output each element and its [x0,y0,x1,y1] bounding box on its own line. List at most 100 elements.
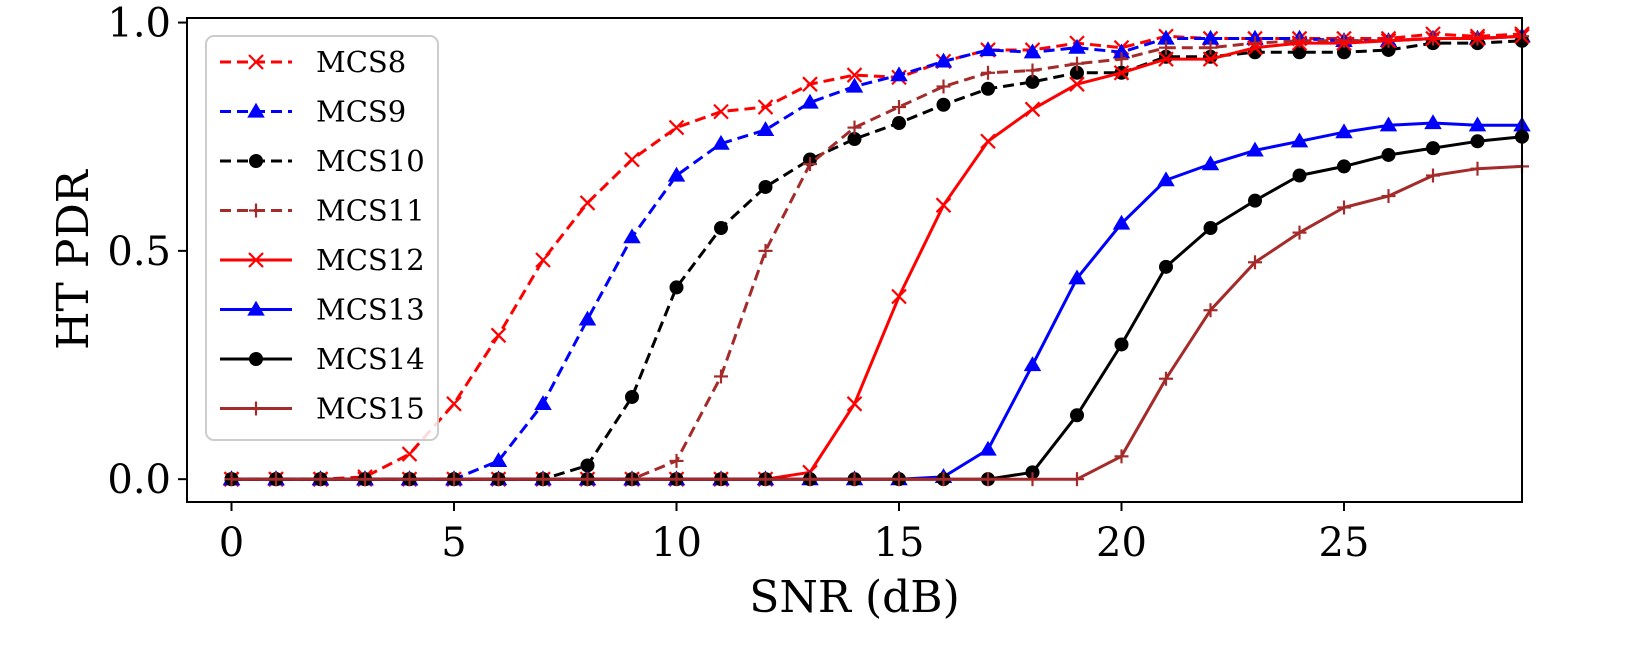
data-point-mcs10 [625,389,639,404]
y-tick-label: 1.0 [107,1,171,47]
data-point-mcs11 [847,120,862,135]
data-point-mcs14 [1248,193,1262,208]
data-point-mcs12 [1291,35,1308,51]
data-point-mcs15 [402,472,417,487]
data-point-mcs10 [580,458,595,473]
data-point-mcs15 [1381,189,1396,204]
legend-label: MCS8 [316,45,406,79]
legend-item-mcs10: MCS10 [220,144,425,178]
y-tick-label: 0.0 [107,457,171,503]
data-point-mcs12 [1113,65,1130,81]
y-tick-label: 0.5 [107,229,171,275]
data-point-mcs12 [1336,35,1352,51]
data-point-mcs15 [1337,200,1351,215]
legend-label: MCS10 [316,144,425,178]
data-point-mcs12 [1247,39,1263,56]
data-point-mcs8 [846,67,863,83]
data-point-mcs10 [847,132,862,146]
data-point-mcs8 [668,119,685,136]
legend-label: MCS14 [316,342,425,376]
x-tick-label: 5 [441,520,466,566]
series-mcs15 [224,159,1529,487]
data-point-mcs9 [712,134,730,150]
legend-label: MCS12 [316,243,425,277]
data-point-mcs15 [1203,303,1218,318]
plot-area [222,26,1531,487]
data-point-mcs10 [936,97,951,112]
data-point-mcs15 [1025,472,1040,487]
legend-marker [249,401,263,416]
data-point-mcs14 [1470,134,1485,149]
data-point-mcs15 [803,472,817,487]
data-point-mcs15 [847,472,862,487]
data-point-mcs11 [1292,33,1307,48]
series-line-mcs8 [231,32,1523,481]
series-line-mcs15 [231,164,1523,481]
data-point-mcs15 [580,472,595,487]
data-point-mcs15 [536,472,550,487]
data-point-mcs10 [981,81,995,96]
data-point-mcs11 [1159,40,1173,55]
legend-item-mcs14: MCS14 [220,342,425,376]
data-point-mcs8 [624,151,640,168]
data-point-mcs9 [667,166,686,182]
data-point-mcs8 [490,327,507,344]
data-point-mcs8 [446,396,462,412]
data-point-mcs14 [1114,337,1129,352]
data-point-mcs13 [1201,155,1220,171]
data-point-mcs9 [890,66,908,82]
data-point-mcs11 [892,100,906,115]
data-point-mcs8 [802,76,818,92]
data-point-mcs8 [713,103,729,120]
data-point-mcs13 [1157,171,1175,187]
data-point-mcs12 [1469,30,1486,47]
data-point-mcs8 [535,252,551,268]
data-point-mcs13 [1379,116,1398,132]
data-point-mcs15 [224,472,239,487]
data-point-mcs15 [936,472,951,487]
data-point-mcs9 [534,395,552,410]
x-tick-label: 25 [1319,520,1370,566]
data-point-mcs11 [758,243,773,258]
data-point-mcs13 [1112,214,1131,230]
data-point-mcs11 [1070,56,1084,71]
series-line-mcs9 [231,34,1523,481]
data-point-mcs12 [1380,33,1397,49]
legend-marker [249,352,263,366]
legend-item-mcs15: MCS15 [220,392,425,426]
data-point-mcs15 [1292,225,1307,240]
legend: MCS8 MCS9 MCS10 MCS11 MCS12 MCS13 MCS14 MCS15 [205,35,439,441]
data-point-mcs12 [1158,51,1174,67]
data-point-mcs15 [758,472,773,487]
data-point-mcs15 [892,472,906,487]
data-point-mcs15 [447,472,461,487]
legend-marker [247,300,265,316]
series-line-mcs11 [231,34,1523,481]
axis-ticks: 0 5 10 15 20 25 0.0 0.5 1.0 [107,1,1369,566]
x-tick-label: 20 [1096,520,1147,566]
data-point-mcs15 [1248,255,1262,270]
data-point-mcs12 [1069,76,1085,92]
data-point-mcs15 [313,472,328,487]
data-point-mcs11 [714,369,728,384]
data-point-mcs8 [757,99,774,115]
data-point-mcs9 [1068,38,1086,54]
legend-marker [248,54,264,70]
data-point-mcs10 [1025,74,1040,89]
data-point-mcs10 [714,221,728,236]
data-point-mcs15 [1159,371,1173,386]
data-point-mcs14 [1426,141,1440,156]
data-point-mcs15 [1114,449,1129,464]
legend-item-mcs8: MCS8 [220,45,406,79]
data-point-mcs15 [714,472,728,487]
data-point-mcs11 [1025,63,1040,78]
legend-item-mcs11: MCS11 [220,194,425,228]
data-point-mcs15 [669,472,684,487]
legend-item-mcs13: MCS13 [220,293,425,327]
data-point-mcs9 [845,77,864,93]
data-point-mcs9 [1157,29,1175,45]
data-point-mcs12 [846,396,863,412]
data-point-mcs9 [1112,43,1131,59]
data-point-mcs10 [1070,65,1084,80]
data-point-mcs14 [1337,159,1351,174]
